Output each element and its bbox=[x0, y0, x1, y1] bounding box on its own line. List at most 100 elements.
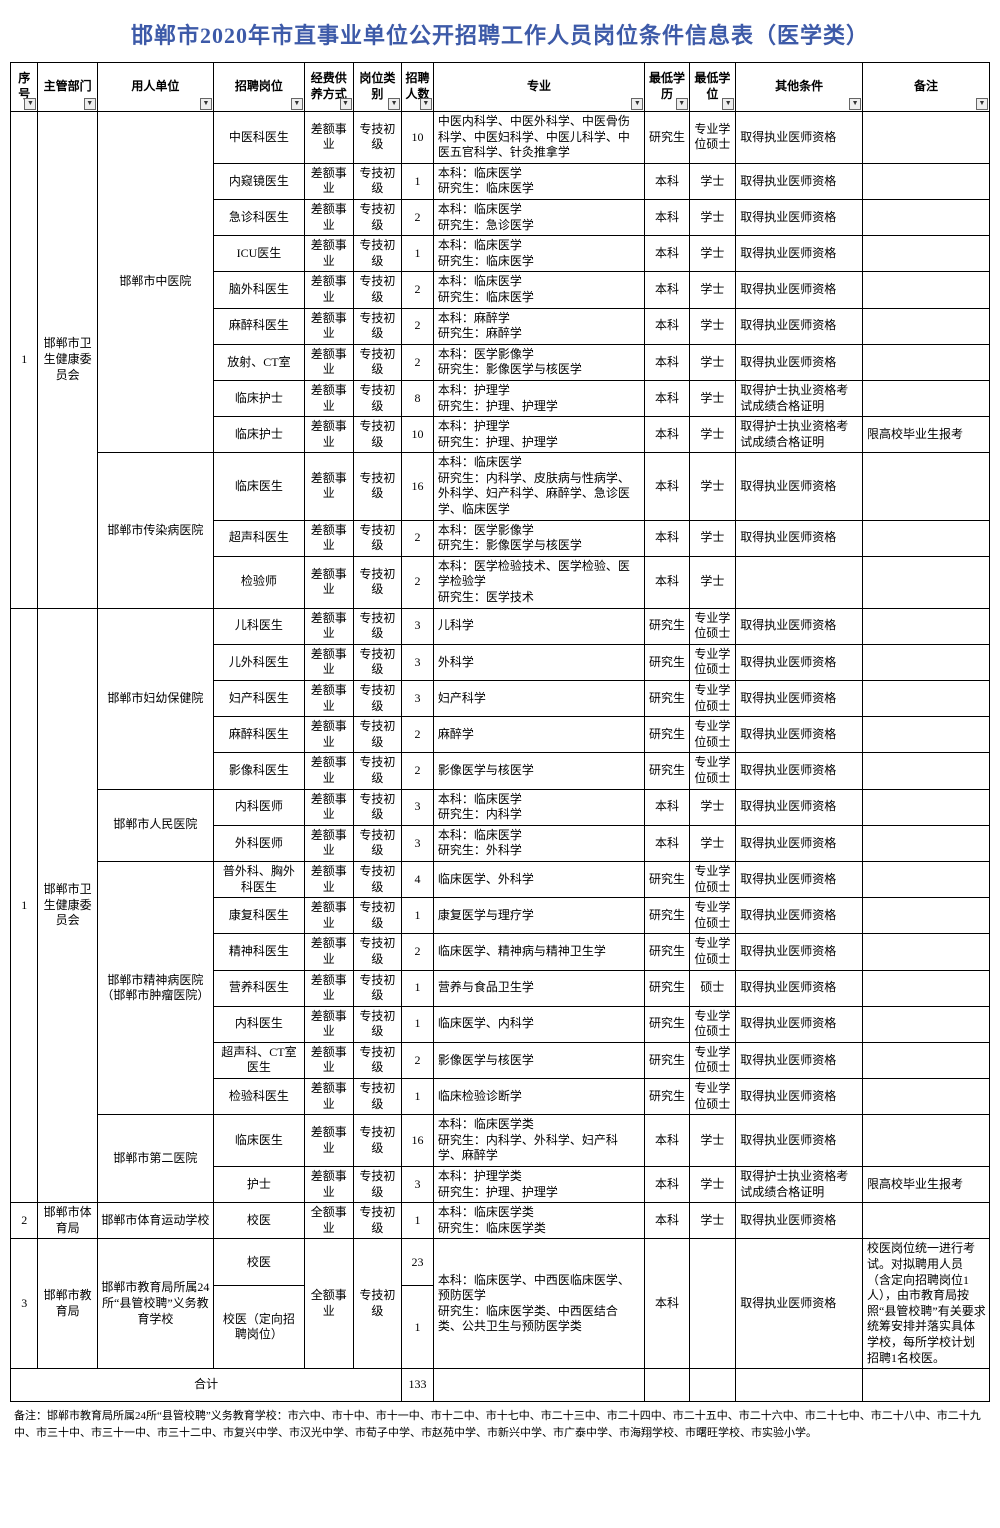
cell-note: 限高校毕业生报考 bbox=[863, 417, 990, 453]
cell-other: 取得执业医师资格 bbox=[736, 1239, 863, 1369]
cell-num: 2 bbox=[402, 308, 434, 344]
cell-fund: 差额事业 bbox=[304, 417, 353, 453]
cell-note bbox=[863, 970, 990, 1006]
cell-other: 取得执业医师资格 bbox=[736, 1079, 863, 1115]
cell-seq: 2 bbox=[11, 1203, 38, 1239]
cell-edu: 本科 bbox=[645, 1239, 689, 1369]
cell-other: 取得执业医师资格 bbox=[736, 520, 863, 556]
cell-post: 内窥镜医生 bbox=[213, 163, 304, 199]
filter-icon[interactable] bbox=[200, 98, 212, 110]
cell-cat: 专技初级 bbox=[353, 1006, 402, 1042]
cell-edu: 研究生 bbox=[645, 1042, 689, 1078]
cell-unit: 邯郸市中医院 bbox=[97, 112, 213, 453]
cell-post: 临床护士 bbox=[213, 417, 304, 453]
cell-note bbox=[863, 556, 990, 608]
cell-note bbox=[863, 1006, 990, 1042]
cell-note: 校医岗位统一进行考试。对拟聘用人员（含定向招聘岗位1人），由市教育局按照“县管校… bbox=[863, 1239, 990, 1369]
cell-post: 儿外科医生 bbox=[213, 644, 304, 680]
cell-fund: 全额事业 bbox=[304, 1203, 353, 1239]
cell-post: 营养科医生 bbox=[213, 970, 304, 1006]
cell-fund: 差额事业 bbox=[304, 861, 353, 897]
cell-edu: 本科 bbox=[645, 199, 689, 235]
cell-num: 1 bbox=[402, 236, 434, 272]
cell-fund: 差额事业 bbox=[304, 236, 353, 272]
cell-edu: 研究生 bbox=[645, 717, 689, 753]
cell-deg: 学士 bbox=[689, 1115, 736, 1167]
empty-cell bbox=[863, 1369, 990, 1402]
cell-num: 2 bbox=[402, 344, 434, 380]
filter-icon[interactable] bbox=[291, 98, 303, 110]
cell-other: 取得执业医师资格 bbox=[736, 272, 863, 308]
cell-post: 超声科、CT室医生 bbox=[213, 1042, 304, 1078]
cell-fund: 差额事业 bbox=[304, 520, 353, 556]
cell-major: 本科：医学影像学研究生：影像医学与核医学 bbox=[433, 520, 644, 556]
filter-icon[interactable] bbox=[388, 98, 400, 110]
filter-icon[interactable] bbox=[24, 98, 36, 110]
empty-cell bbox=[689, 1369, 736, 1402]
cell-num: 1 bbox=[402, 898, 434, 934]
cell-deg: 专业学位硕士 bbox=[689, 1042, 736, 1078]
cell-cat: 专技初级 bbox=[353, 163, 402, 199]
cell-num: 1 bbox=[402, 1286, 434, 1369]
cell-edu: 研究生 bbox=[645, 1006, 689, 1042]
cell-deg: 学士 bbox=[689, 556, 736, 608]
filter-icon[interactable] bbox=[849, 98, 861, 110]
cell-post: 护士 bbox=[213, 1167, 304, 1203]
cell-deg: 专业学位硕士 bbox=[689, 644, 736, 680]
filter-icon[interactable] bbox=[976, 98, 988, 110]
cell-deg bbox=[689, 1239, 736, 1369]
cell-num: 1 bbox=[402, 1079, 434, 1115]
cell-edu: 研究生 bbox=[645, 753, 689, 789]
cell-deg: 专业学位硕士 bbox=[689, 1079, 736, 1115]
cell-note bbox=[863, 236, 990, 272]
cell-major: 本科：临床医学、中西医临床医学、预防医学研究生：临床医学类、中西医结合类、公共卫… bbox=[433, 1239, 644, 1369]
cell-num: 3 bbox=[402, 644, 434, 680]
cell-deg: 专业学位硕士 bbox=[689, 681, 736, 717]
cell-num: 10 bbox=[402, 112, 434, 164]
cell-deg: 学士 bbox=[689, 380, 736, 416]
cell-deg: 学士 bbox=[689, 1203, 736, 1239]
cell-edu: 研究生 bbox=[645, 608, 689, 644]
cell-edu: 本科 bbox=[645, 417, 689, 453]
cell-edu: 本科 bbox=[645, 1167, 689, 1203]
cell-num: 16 bbox=[402, 453, 434, 520]
cell-dept: 邯郸市体育局 bbox=[38, 1203, 97, 1239]
column-header: 主管部门 bbox=[38, 63, 97, 112]
cell-fund: 差额事业 bbox=[304, 112, 353, 164]
cell-edu: 本科 bbox=[645, 1115, 689, 1167]
footnote: 备注：邯郸市教育局所属24所“县管校聘”义务教育学校：市六中、市十中、市十一中、… bbox=[10, 1402, 990, 1447]
cell-edu: 本科 bbox=[645, 789, 689, 825]
cell-major: 本科：临床医学研究生：临床医学 bbox=[433, 163, 644, 199]
filter-icon[interactable] bbox=[676, 98, 688, 110]
filter-icon[interactable] bbox=[84, 98, 96, 110]
cell-post: 儿科医生 bbox=[213, 608, 304, 644]
filter-icon[interactable] bbox=[340, 98, 352, 110]
filter-icon[interactable] bbox=[631, 98, 643, 110]
cell-edu: 研究生 bbox=[645, 112, 689, 164]
cell-post: 康复科医生 bbox=[213, 898, 304, 934]
cell-num: 1 bbox=[402, 970, 434, 1006]
cell-other: 取得执业医师资格 bbox=[736, 199, 863, 235]
cell-cat: 专技初级 bbox=[353, 453, 402, 520]
cell-other: 取得执业医师资格 bbox=[736, 717, 863, 753]
cell-fund: 差额事业 bbox=[304, 934, 353, 970]
cell-other: 取得执业医师资格 bbox=[736, 753, 863, 789]
filter-icon[interactable] bbox=[420, 98, 432, 110]
cell-num: 16 bbox=[402, 1115, 434, 1167]
cell-post: ICU医生 bbox=[213, 236, 304, 272]
cell-num: 2 bbox=[402, 556, 434, 608]
cell-note bbox=[863, 898, 990, 934]
cell-deg: 学士 bbox=[689, 453, 736, 520]
cell-note bbox=[863, 825, 990, 861]
column-header: 序号 bbox=[11, 63, 38, 112]
filter-icon[interactable] bbox=[722, 98, 734, 110]
cell-fund: 差额事业 bbox=[304, 753, 353, 789]
cell-note bbox=[863, 1203, 990, 1239]
cell-note bbox=[863, 789, 990, 825]
cell-edu: 本科 bbox=[645, 344, 689, 380]
table-row: 邯郸市传染病医院临床医生差额事业专技初级16本科：临床医学研究生：内科学、皮肤病… bbox=[11, 453, 990, 520]
cell-edu: 本科 bbox=[645, 520, 689, 556]
cell-fund: 差额事业 bbox=[304, 308, 353, 344]
cell-note bbox=[863, 344, 990, 380]
cell-fund: 差额事业 bbox=[304, 344, 353, 380]
